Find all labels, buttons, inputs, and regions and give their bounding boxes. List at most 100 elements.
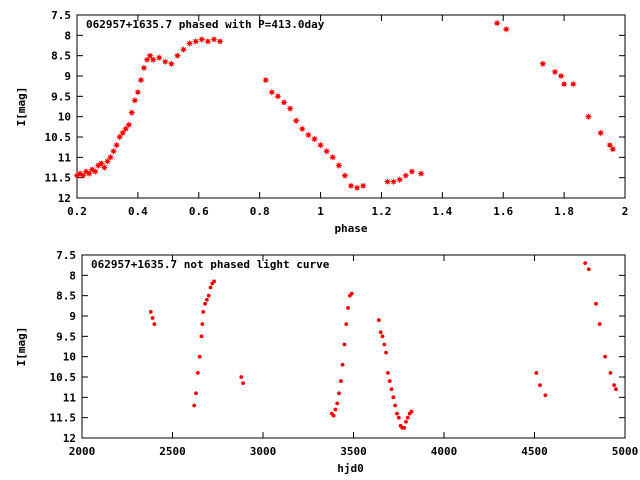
data-point bbox=[140, 64, 148, 72]
data-point bbox=[337, 391, 341, 396]
data-point bbox=[534, 371, 539, 375]
data-point bbox=[192, 37, 200, 46]
data-point bbox=[538, 383, 542, 388]
data-point bbox=[208, 285, 213, 290]
data-point bbox=[210, 35, 218, 43]
data-point bbox=[201, 310, 206, 314]
data-point bbox=[85, 170, 93, 178]
data-point bbox=[583, 261, 588, 266]
data-point bbox=[128, 109, 136, 117]
data-point bbox=[292, 117, 300, 125]
x-tick-label: 1.2 bbox=[372, 205, 392, 218]
phased-light-curve-panel: 0.2 0.4 0.6 0.8 1 1.2 1.4 1.6 1.8 2 7.5 8 8.5 9 9.5 10 1… bbox=[15, 9, 628, 235]
data-point bbox=[198, 35, 206, 43]
x-tick-label: 0.6 bbox=[189, 205, 209, 218]
data-point bbox=[560, 80, 568, 88]
data-point bbox=[155, 54, 163, 62]
data-point bbox=[382, 342, 387, 347]
data-point bbox=[97, 159, 105, 168]
data-point bbox=[391, 395, 396, 400]
x-tick-label: 5000 bbox=[612, 445, 639, 458]
data-point bbox=[341, 172, 349, 180]
data-point bbox=[119, 129, 127, 137]
data-point bbox=[614, 387, 618, 392]
data-point bbox=[197, 354, 202, 359]
x-axis-label: phase bbox=[334, 222, 367, 235]
chart-title: 062957+1635.7 phased with P=413.0day bbox=[86, 18, 325, 31]
data-point bbox=[359, 182, 367, 190]
data-point bbox=[612, 383, 617, 388]
y-tick-label: 10.5 bbox=[45, 131, 72, 144]
data-point bbox=[206, 293, 211, 298]
x-tick-label: 1.6 bbox=[493, 205, 513, 218]
data-point bbox=[383, 178, 392, 186]
data-point bbox=[106, 153, 115, 161]
data-point bbox=[395, 411, 399, 416]
data-point bbox=[316, 141, 325, 149]
data-point bbox=[79, 172, 87, 180]
data-point bbox=[203, 301, 207, 306]
data-point bbox=[329, 153, 337, 161]
y-tick-label: 12 bbox=[58, 192, 71, 205]
data-point bbox=[408, 167, 416, 176]
data-point bbox=[335, 401, 340, 406]
data-point bbox=[161, 58, 169, 66]
data-point bbox=[569, 80, 577, 88]
data-point bbox=[195, 371, 200, 375]
data-point bbox=[396, 176, 404, 184]
data-point bbox=[378, 330, 383, 335]
x-tick-label: 2000 bbox=[69, 445, 96, 458]
data-point bbox=[594, 301, 598, 306]
data-point bbox=[150, 316, 155, 320]
y-tick-label: 8.5 bbox=[51, 50, 71, 63]
data-point bbox=[376, 318, 381, 322]
y-tick-label: 10 bbox=[63, 351, 76, 364]
data-point bbox=[584, 113, 593, 121]
data-point bbox=[200, 322, 205, 327]
data-point bbox=[333, 407, 338, 412]
data-point bbox=[100, 163, 108, 172]
data-point bbox=[91, 167, 99, 176]
data-point bbox=[597, 129, 605, 137]
y-tick-label: 11.5 bbox=[50, 412, 77, 425]
data-point bbox=[137, 76, 145, 84]
data-point bbox=[347, 182, 355, 190]
y-tick-label: 9.5 bbox=[51, 90, 71, 103]
x-tick-label: 0.2 bbox=[67, 205, 87, 218]
x-tick-label: 0.8 bbox=[250, 205, 270, 218]
data-point bbox=[606, 141, 614, 149]
data-point bbox=[342, 342, 347, 347]
x-tick-label: 2500 bbox=[159, 445, 186, 458]
y-tick-label: 9.5 bbox=[56, 330, 76, 343]
data-point bbox=[402, 172, 410, 180]
data-point bbox=[384, 350, 388, 355]
data-point bbox=[346, 305, 350, 310]
data-point bbox=[286, 104, 294, 113]
data-point bbox=[608, 371, 613, 375]
data-point bbox=[340, 362, 345, 367]
y-tick-label: 7.5 bbox=[56, 249, 76, 262]
data-point bbox=[239, 375, 244, 379]
y-tick-label: 11.5 bbox=[45, 172, 72, 185]
data-point bbox=[385, 371, 390, 375]
plot-frame bbox=[76, 14, 626, 199]
x-tick-label: 2 bbox=[622, 205, 629, 218]
data-point bbox=[216, 37, 224, 46]
data-point bbox=[143, 56, 151, 64]
y-tick-label: 8 bbox=[64, 29, 71, 42]
data-point bbox=[194, 391, 198, 396]
data-point bbox=[597, 322, 602, 327]
data-point bbox=[396, 415, 401, 420]
data-point bbox=[125, 121, 133, 129]
data-point bbox=[402, 425, 407, 430]
data-point bbox=[390, 178, 398, 186]
data-point bbox=[349, 291, 354, 296]
data-point bbox=[199, 334, 204, 339]
data-point bbox=[149, 56, 157, 64]
y-tick-label: 12 bbox=[63, 432, 76, 445]
y-tick-label: 8 bbox=[69, 269, 76, 282]
x-tick-label: 1.8 bbox=[554, 205, 574, 218]
x-tick-label: 4500 bbox=[521, 445, 548, 458]
data-point bbox=[280, 98, 288, 107]
